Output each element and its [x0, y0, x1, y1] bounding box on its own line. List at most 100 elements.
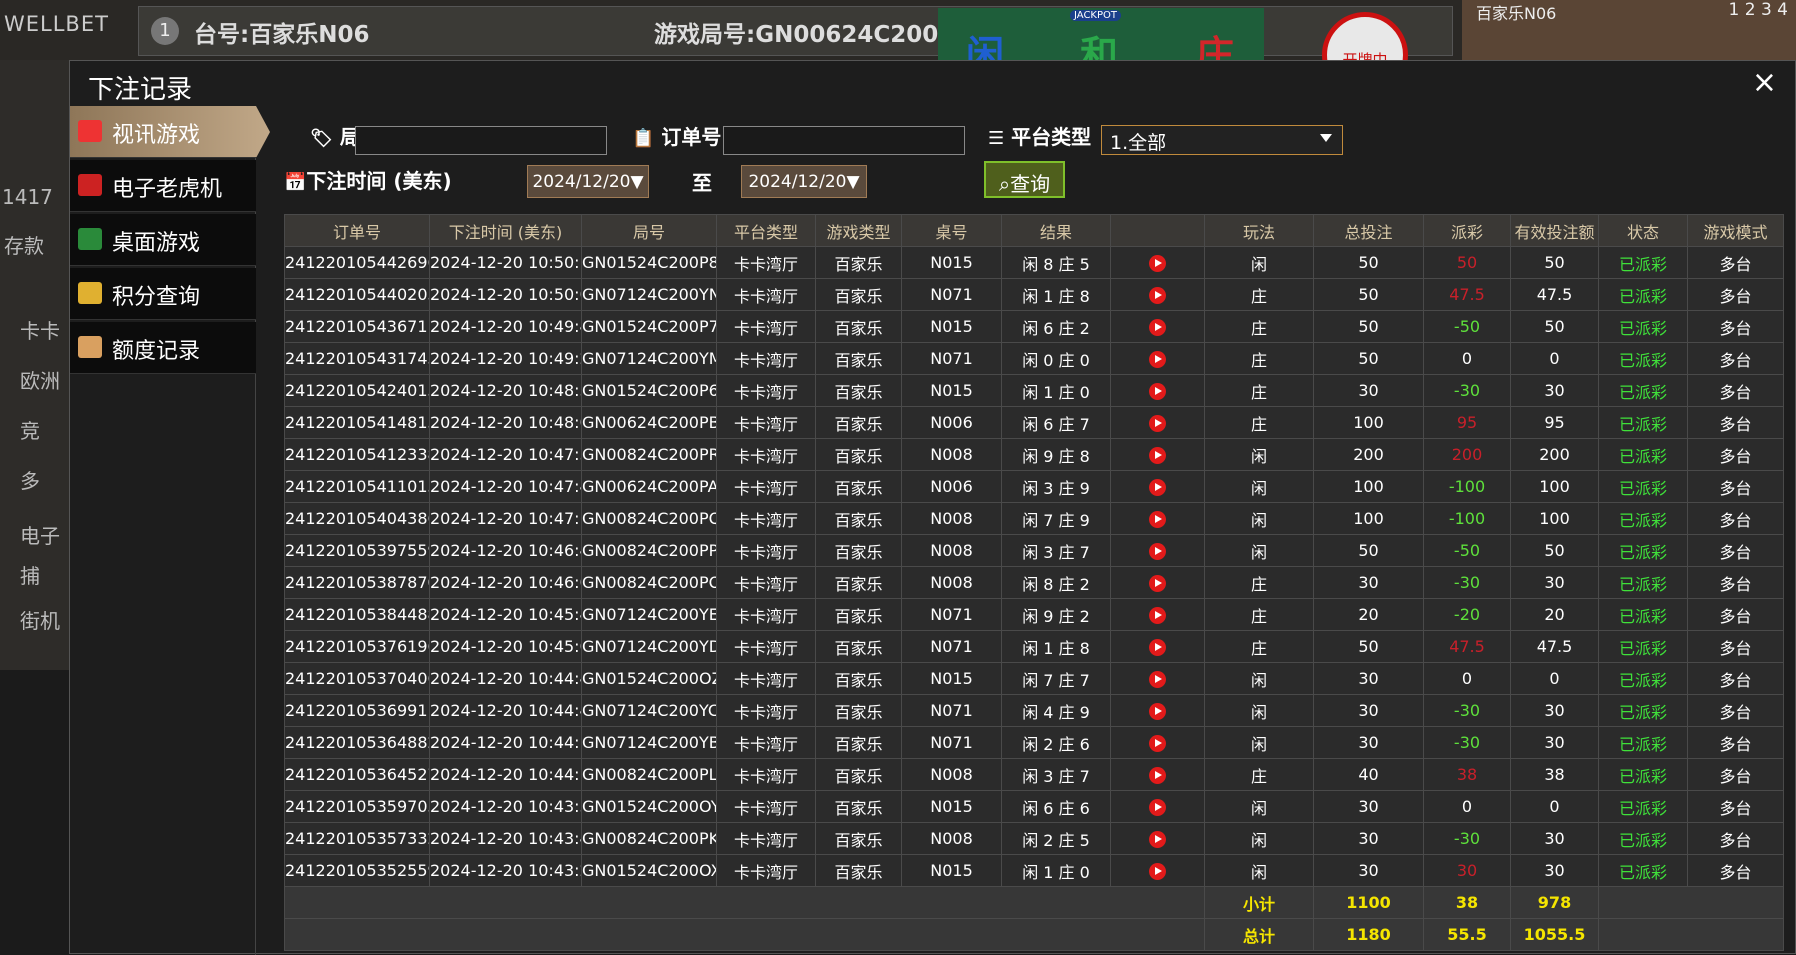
- cell: 2024-12-20 10:50:05: [429, 278, 582, 311]
- replay-icon[interactable]: [1149, 415, 1166, 432]
- replay-cell: [1110, 374, 1205, 407]
- side-item: 欧洲: [20, 369, 60, 393]
- date-from[interactable]: 2024/12/20▼: [527, 165, 649, 198]
- bet-area: 闲 和 庄 JACKPOT: [938, 8, 1264, 77]
- cell: 已派彩: [1598, 822, 1688, 855]
- close-button[interactable]: ×: [1751, 65, 1777, 100]
- cell: 卡卡湾厅: [716, 566, 816, 599]
- cell: 闲 1 庄 0: [1001, 854, 1111, 887]
- cell: 百家乐: [815, 534, 902, 567]
- replay-icon[interactable]: [1149, 639, 1166, 656]
- cell: 百家乐: [815, 630, 902, 663]
- replay-icon[interactable]: [1149, 799, 1166, 816]
- cell: GN00824C200PP: [581, 534, 717, 567]
- menu-item[interactable]: 额度记录: [70, 322, 256, 374]
- summary-spacer: [284, 886, 1205, 919]
- time-label-text: 下注时间 (美东): [306, 169, 452, 193]
- column-header: 桌号: [901, 214, 1002, 247]
- cell: 241220105404386: [284, 502, 430, 535]
- order-input[interactable]: [723, 126, 965, 155]
- cell: 已派彩: [1598, 534, 1688, 567]
- cell: 241220105357332: [284, 822, 430, 855]
- replay-icon[interactable]: [1149, 703, 1166, 720]
- date-to[interactable]: 2024/12/20▼: [741, 165, 867, 198]
- replay-icon[interactable]: [1149, 863, 1166, 880]
- cell: GN00824C200PK: [581, 822, 717, 855]
- replay-icon[interactable]: [1149, 447, 1166, 464]
- cell: 多台: [1687, 822, 1784, 855]
- menu-icon: [78, 336, 102, 358]
- summary-total-bet: 1180: [1313, 918, 1424, 951]
- cell: 多台: [1687, 374, 1784, 407]
- cell: -30: [1423, 822, 1511, 855]
- cell: 多台: [1687, 758, 1784, 791]
- cell: 30: [1423, 854, 1511, 887]
- replay-cell: [1110, 662, 1205, 695]
- cell: 20: [1510, 598, 1599, 631]
- replay-icon[interactable]: [1149, 767, 1166, 784]
- replay-icon[interactable]: [1149, 831, 1166, 848]
- menu-label: 视讯游戏: [112, 123, 201, 148]
- cell: 241220105370406: [284, 662, 430, 695]
- menu-item[interactable]: 视讯游戏: [70, 106, 270, 158]
- menu-item[interactable]: 积分查询: [70, 268, 256, 320]
- cell: N008: [901, 534, 1002, 567]
- platform-select[interactable]: 1.全部: [1101, 125, 1343, 155]
- replay-cell: [1110, 566, 1205, 599]
- cell: 241220105359705: [284, 790, 430, 823]
- cell: 庄: [1204, 310, 1314, 343]
- cell: 多台: [1687, 502, 1784, 535]
- replay-icon[interactable]: [1149, 351, 1166, 368]
- round-input[interactable]: [355, 126, 607, 155]
- cell: 241220105384488: [284, 598, 430, 631]
- replay-icon[interactable]: [1149, 607, 1166, 624]
- cell: N015: [901, 854, 1002, 887]
- cell: 闲: [1204, 854, 1314, 887]
- cell: 2024-12-20 10:46:01: [429, 566, 582, 599]
- replay-icon[interactable]: [1149, 255, 1166, 272]
- cell: -100: [1423, 470, 1511, 503]
- cell: 241220105369911: [284, 694, 430, 727]
- cell: 闲 7 庄 7: [1001, 662, 1111, 695]
- column-header: 派彩: [1423, 214, 1511, 247]
- platform-value: 1.全部: [1110, 132, 1167, 154]
- replay-icon[interactable]: [1149, 511, 1166, 528]
- replay-cell: [1110, 726, 1205, 759]
- replay-icon[interactable]: [1149, 543, 1166, 560]
- cell: 闲: [1204, 662, 1314, 695]
- round-index: 1: [151, 17, 179, 45]
- cell: 卡卡湾厅: [716, 470, 816, 503]
- replay-cell: [1110, 502, 1205, 535]
- cell: 2024-12-20 10:44:40: [429, 694, 582, 727]
- replay-icon[interactable]: [1149, 671, 1166, 688]
- cell: 已派彩: [1598, 374, 1688, 407]
- menu-item[interactable]: 桌面游戏: [70, 214, 256, 266]
- replay-icon[interactable]: [1149, 575, 1166, 592]
- cell: 闲: [1204, 470, 1314, 503]
- replay-cell: [1110, 310, 1205, 343]
- cell: 已派彩: [1598, 470, 1688, 503]
- replay-icon[interactable]: [1149, 319, 1166, 336]
- replay-icon[interactable]: [1149, 383, 1166, 400]
- records-table: 订单号 下注时间 (美东) 局号 平台类型 游戏类型 桌号 结果 玩法 总投注 派彩 有效投注额 状态…: [284, 214, 1784, 951]
- replay-icon[interactable]: [1149, 735, 1166, 752]
- side-item: 多: [20, 469, 40, 493]
- cell: 30: [1510, 374, 1599, 407]
- cell: 2024-12-20 10:49:49: [429, 310, 582, 343]
- cell: 241220105376196: [284, 630, 430, 663]
- cell: 241220105387870: [284, 566, 430, 599]
- cell: 多台: [1687, 310, 1784, 343]
- cell: N008: [901, 566, 1002, 599]
- replay-icon[interactable]: [1149, 287, 1166, 304]
- replay-icon[interactable]: [1149, 479, 1166, 496]
- cell: 已派彩: [1598, 438, 1688, 471]
- cell: 2024-12-20 10:47:56: [429, 438, 582, 471]
- cell: 闲 9 庄 2: [1001, 598, 1111, 631]
- cell: 闲: [1204, 822, 1314, 855]
- menu-item[interactable]: 电子老虎机: [70, 160, 256, 212]
- query-button[interactable]: ⌕查询: [984, 161, 1065, 198]
